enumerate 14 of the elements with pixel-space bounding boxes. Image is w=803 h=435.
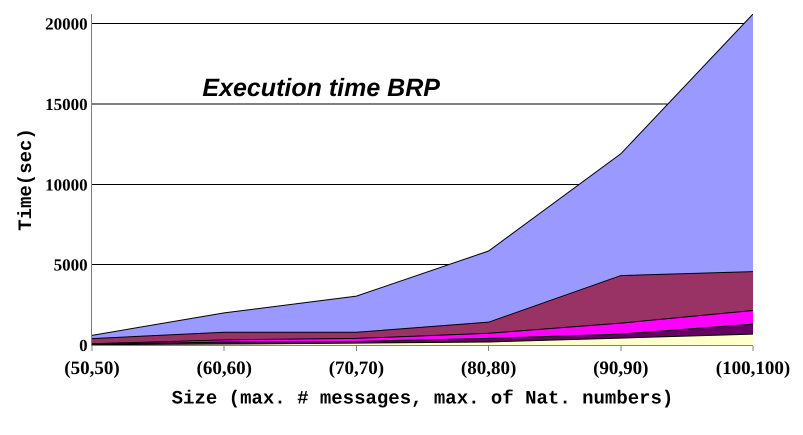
x-tick-label: (70,70): [328, 358, 384, 379]
text: Execution time BRP: [202, 74, 440, 102]
y-tick-label: 10000: [45, 175, 88, 194]
y-tick-label: 15000: [45, 94, 88, 114]
x-tick-label: (60,60): [196, 358, 252, 379]
x-axis-title: Size (max. # messages, max. of Nat. numbers): [172, 388, 674, 410]
y-tick-label: 5000: [54, 256, 88, 275]
y-tick-label: 0: [79, 336, 88, 355]
y-axis-title: Time(sec): [14, 128, 37, 231]
x-tick-label: (80,80): [460, 358, 516, 379]
x-tick-label: (100,100): [716, 358, 790, 379]
y-tick-label: 20000: [45, 14, 88, 34]
x-tick-label: (50,50): [64, 358, 120, 379]
x-tick-label: (90,90): [593, 358, 649, 379]
